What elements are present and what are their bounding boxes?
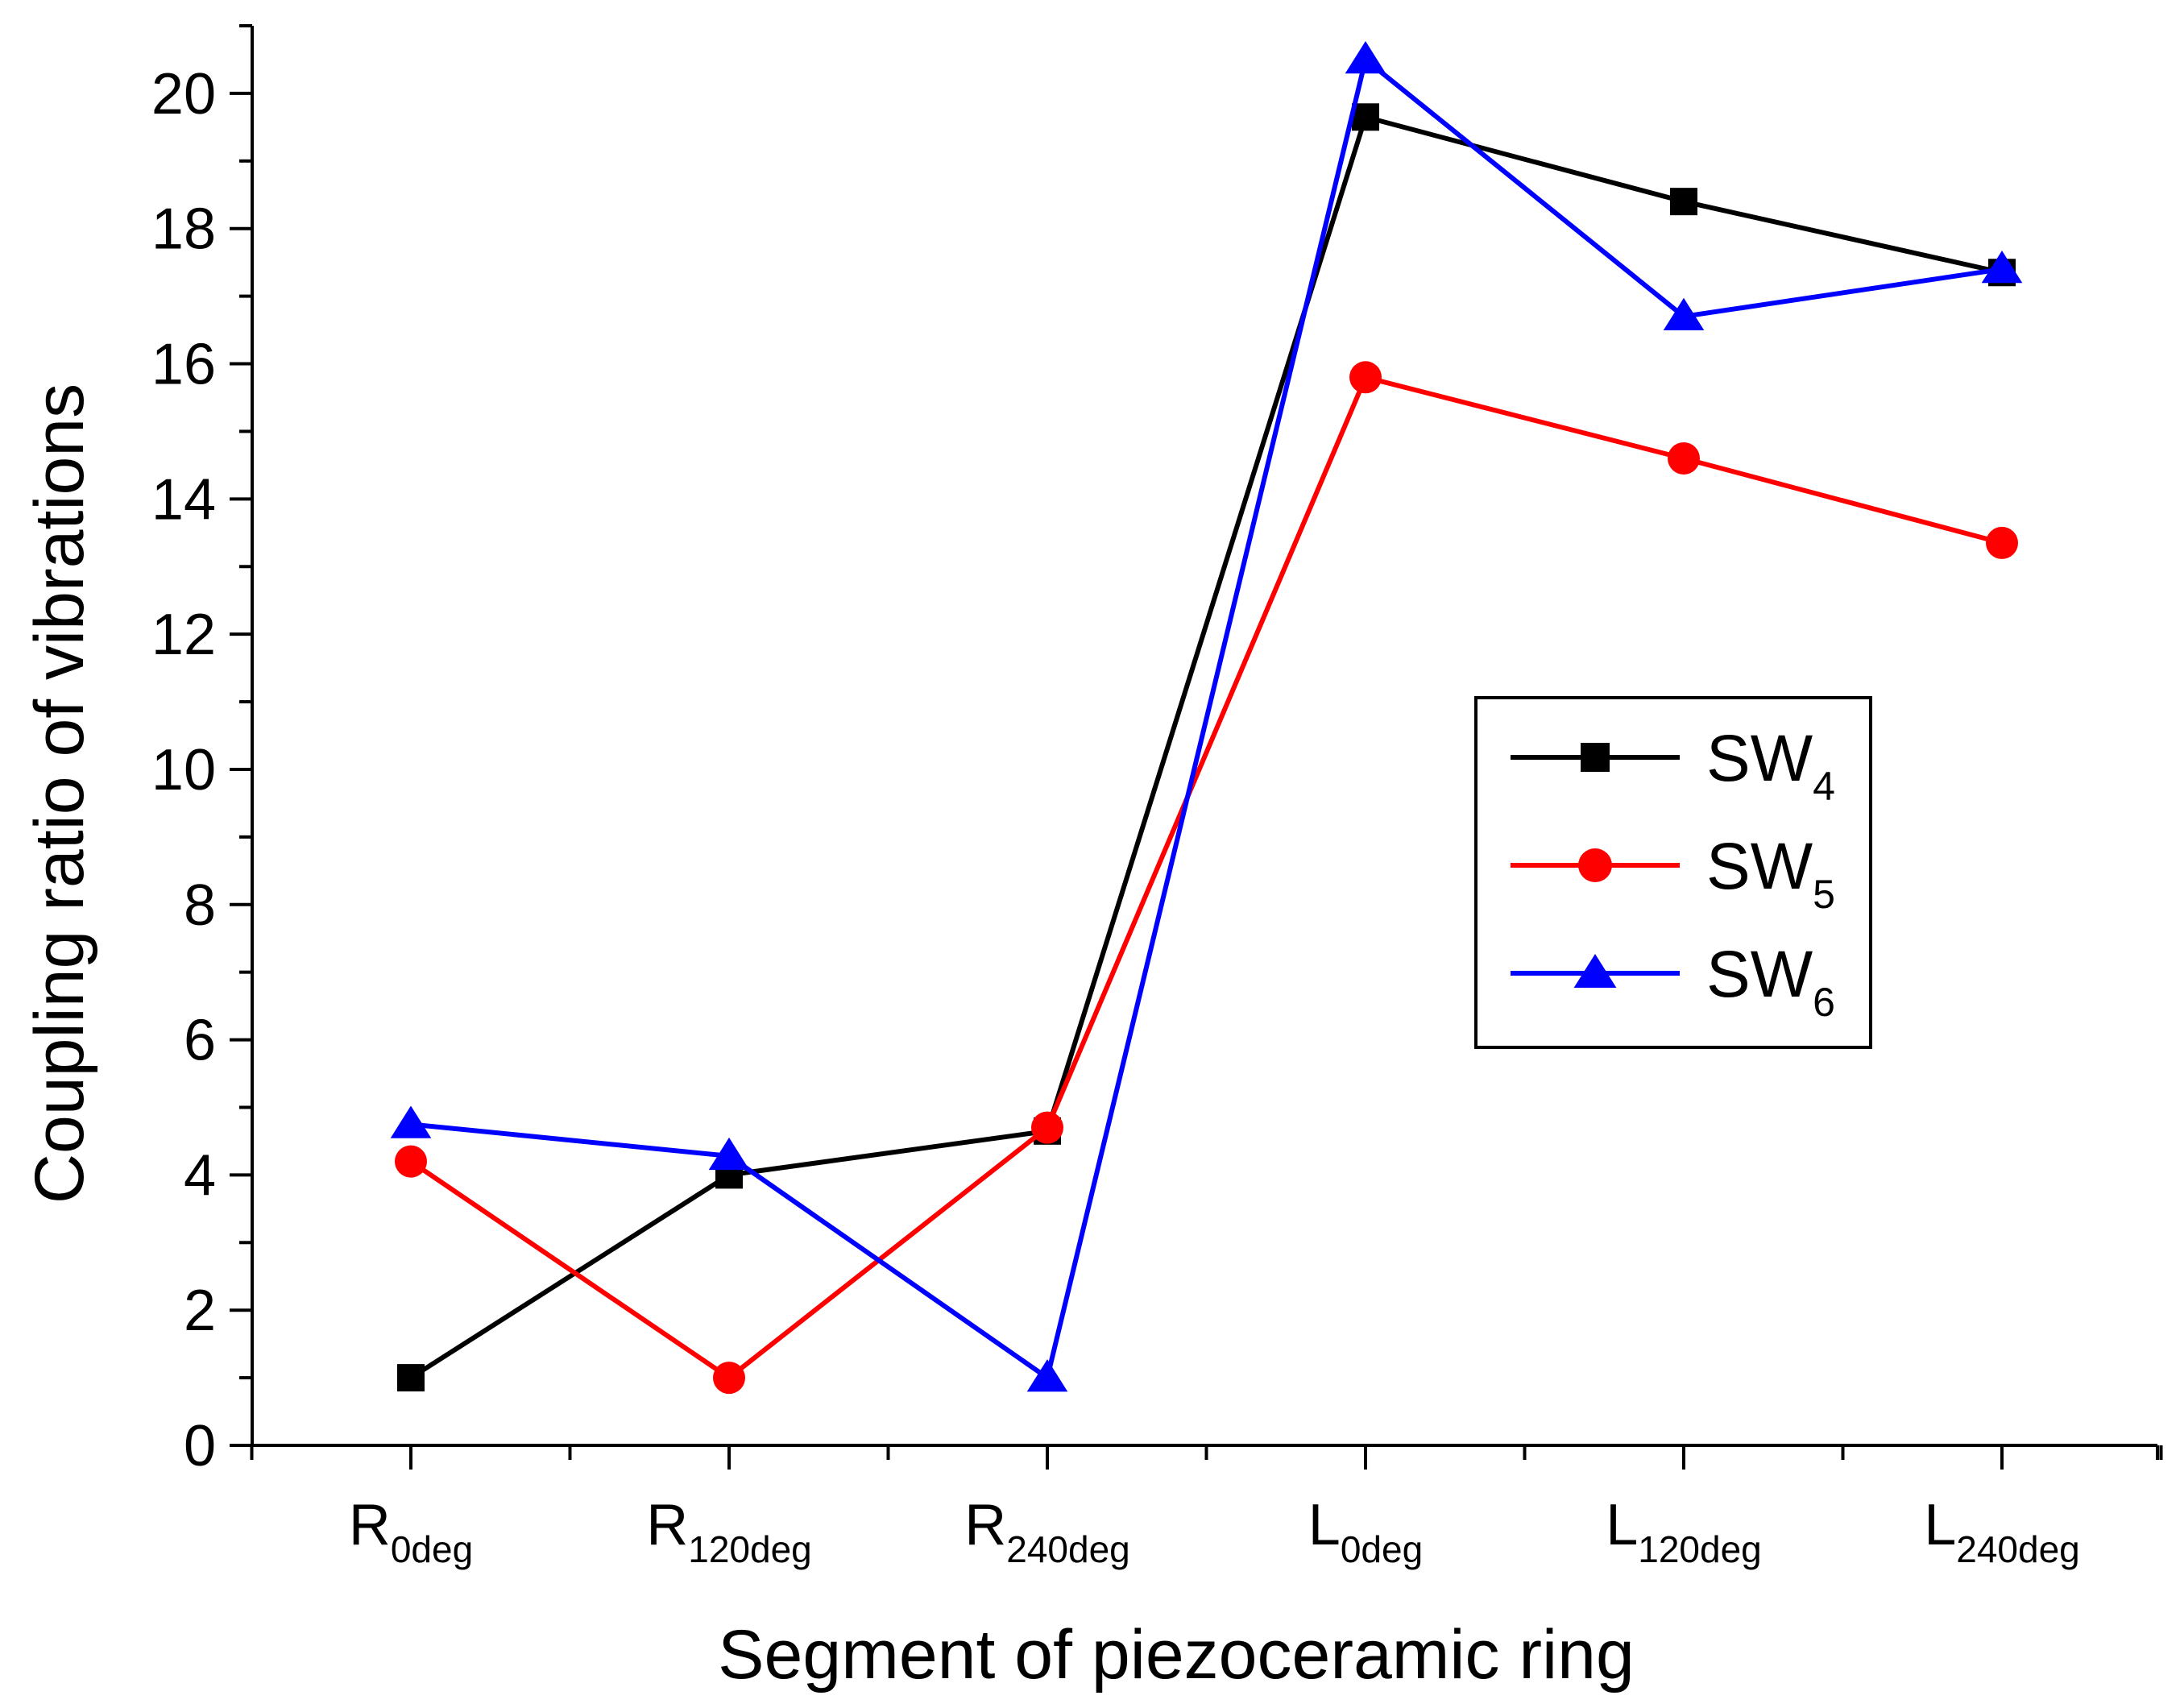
- legend: SW4 SW5 SW6: [1474, 696, 1872, 1049]
- legend-item: SW5: [1511, 830, 1835, 917]
- series-line: [409, 114, 2003, 1380]
- series-line: [409, 375, 2003, 1381]
- data-point-triangle: [1981, 251, 2023, 284]
- y-tick-label: 2: [184, 1279, 216, 1343]
- legend-label: SW5: [1706, 830, 1835, 917]
- data-point-triangle: [1663, 297, 1705, 331]
- data-point-square: [1670, 188, 1697, 216]
- legend-label: SW6: [1706, 938, 1835, 1025]
- y-axis: 0 2 4 6 8 10 12 14 16 18 20: [151, 24, 254, 1478]
- y-tick-label: 16: [151, 333, 216, 397]
- y-axis-title: Coupling ratio of vibrations: [21, 383, 98, 1204]
- data-point-triangle: [1345, 40, 1386, 74]
- x-tick-label: R240deg: [964, 1493, 1130, 1570]
- data-point-circle: [1668, 442, 1700, 475]
- legend-item: SW6: [1511, 938, 1835, 1025]
- data-point-triangle: [708, 1137, 750, 1171]
- y-tick-label: 4: [184, 1143, 216, 1208]
- y-tick-label: 10: [151, 738, 216, 802]
- data-point-circle: [713, 1362, 745, 1395]
- data-point-square: [1581, 743, 1610, 772]
- y-tick-label: 20: [151, 62, 216, 126]
- y-tick-label: 0: [184, 1414, 216, 1478]
- data-point-circle: [1031, 1111, 1063, 1144]
- x-tick-label: L120deg: [1606, 1493, 1762, 1570]
- y-tick-label: 18: [151, 197, 216, 262]
- series-sw6: [390, 40, 2023, 1392]
- y-tick-label: 12: [151, 603, 216, 667]
- data-point-circle: [1578, 848, 1612, 882]
- data-point-triangle: [1026, 1359, 1068, 1392]
- y-tick-label: 14: [151, 467, 216, 532]
- data-point-square: [1352, 103, 1379, 131]
- x-tick-label: R120deg: [646, 1493, 812, 1570]
- legend-item: SW4: [1511, 722, 1835, 809]
- data-point-circle: [395, 1145, 427, 1178]
- y-tick-label: 6: [184, 1009, 216, 1073]
- series-sw5: [395, 361, 2018, 1395]
- x-tick-label: R0deg: [349, 1493, 473, 1570]
- x-axis-title: Segment of piezoceramic ring: [718, 1616, 1635, 1693]
- data-point-square: [397, 1364, 425, 1392]
- x-tick-label: L240deg: [1924, 1493, 2080, 1570]
- data-point-triangle: [390, 1105, 432, 1138]
- legend-label: SW4: [1706, 722, 1835, 809]
- series-area: [390, 40, 2023, 1395]
- y-tick-label: 8: [184, 873, 216, 938]
- x-tick-label: L0deg: [1308, 1493, 1423, 1570]
- data-point-triangle: [1573, 954, 1617, 988]
- data-point-circle: [1349, 361, 1382, 394]
- series-line: [410, 56, 2003, 1381]
- x-axis: R0deg R120deg R240deg L0deg L120deg L240deg: [250, 1444, 2163, 1570]
- data-point-circle: [1986, 526, 2018, 559]
